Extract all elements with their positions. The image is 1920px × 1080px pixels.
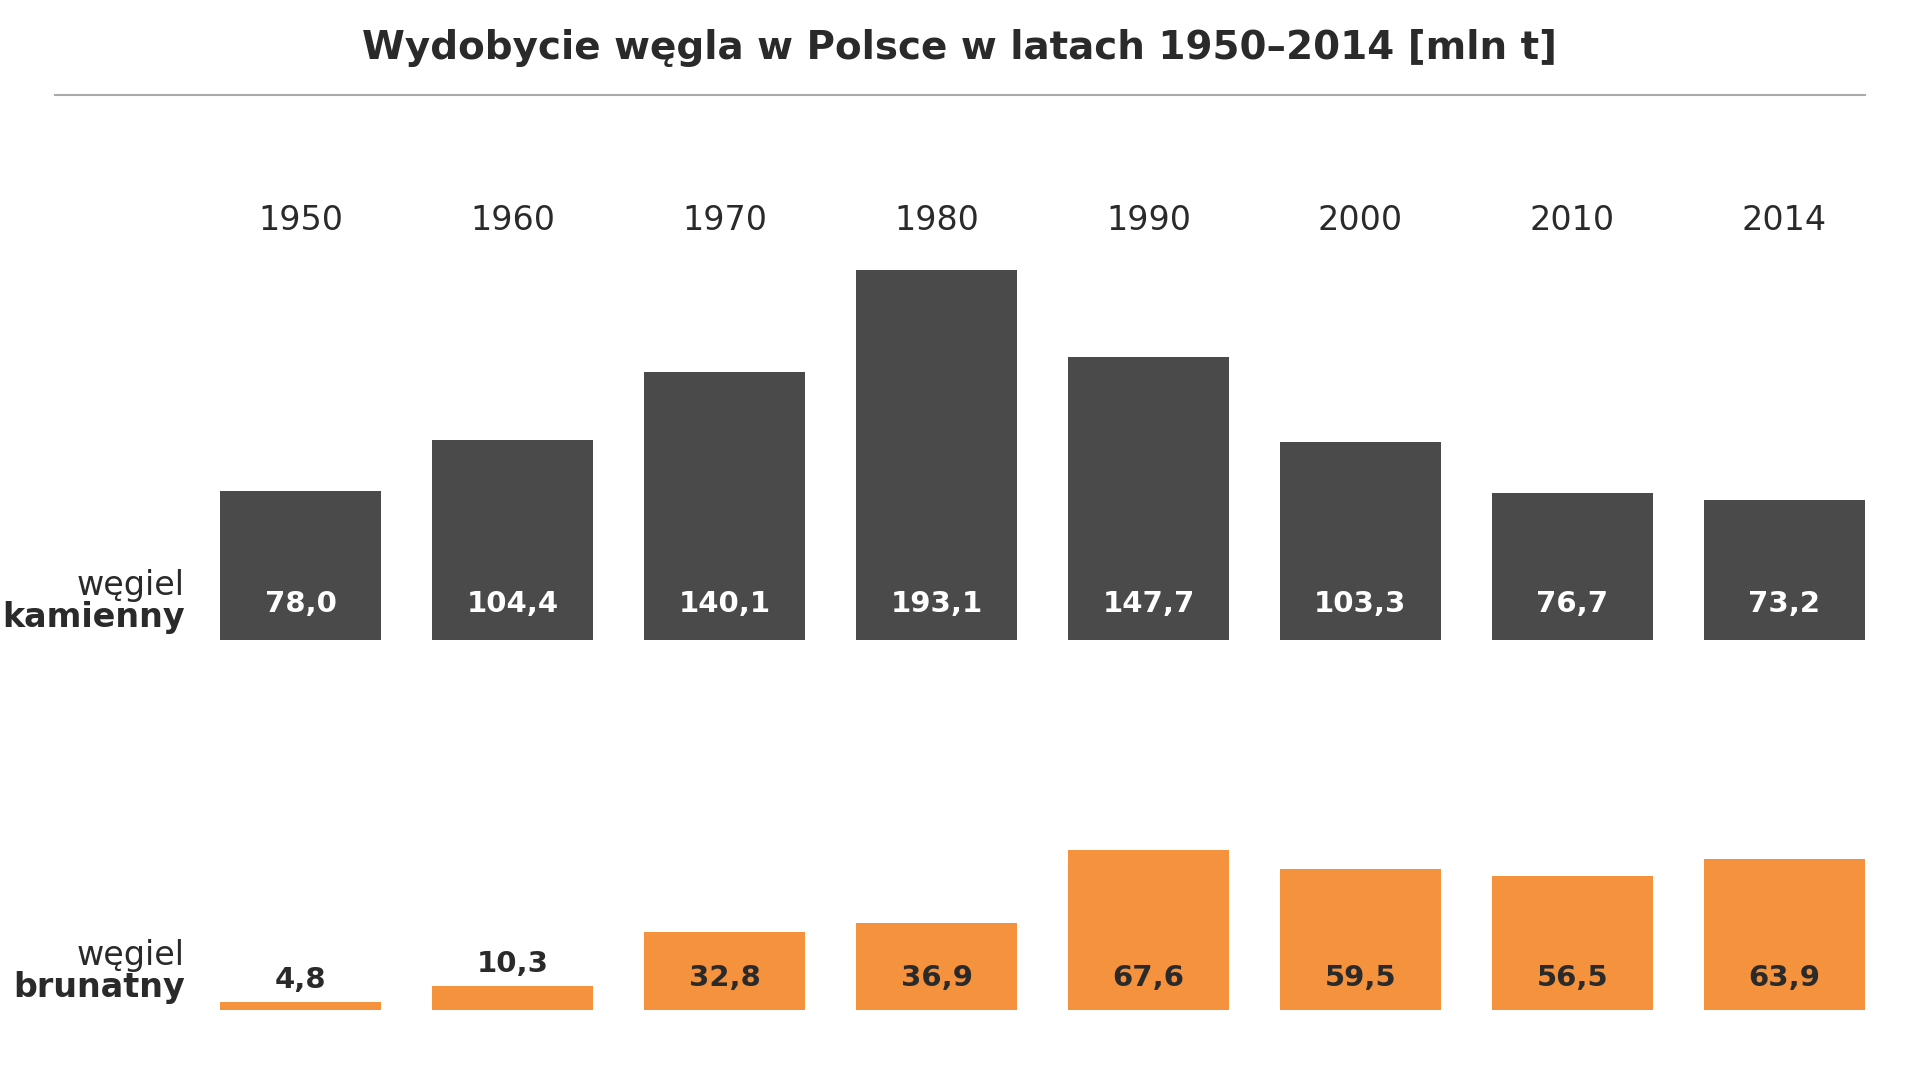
Text: 67,6: 67,6 xyxy=(1112,964,1185,993)
Text: 63,9: 63,9 xyxy=(1747,964,1820,993)
Bar xyxy=(1281,869,1440,1010)
Text: węgiel: węgiel xyxy=(77,568,184,602)
Text: 59,5: 59,5 xyxy=(1325,964,1396,993)
Text: 140,1: 140,1 xyxy=(678,590,770,618)
Text: 103,3: 103,3 xyxy=(1313,590,1407,618)
Bar xyxy=(645,372,804,640)
Text: węgiel: węgiel xyxy=(77,939,184,972)
Text: 56,5: 56,5 xyxy=(1536,964,1609,993)
Text: 32,8: 32,8 xyxy=(689,964,760,993)
Text: 1970: 1970 xyxy=(682,203,768,237)
Bar xyxy=(432,440,593,640)
Text: 78,0: 78,0 xyxy=(265,590,336,618)
Bar xyxy=(645,932,804,1010)
Text: 1990: 1990 xyxy=(1106,203,1190,237)
Text: kamienny: kamienny xyxy=(2,602,184,634)
Text: 36,9: 36,9 xyxy=(900,964,973,993)
Text: 193,1: 193,1 xyxy=(891,590,983,618)
Bar xyxy=(221,490,382,640)
Text: brunatny: brunatny xyxy=(13,972,184,1004)
Text: 104,4: 104,4 xyxy=(467,590,559,618)
Text: 4,8: 4,8 xyxy=(275,966,326,994)
Text: 1960: 1960 xyxy=(470,203,555,237)
Text: 2000: 2000 xyxy=(1317,203,1404,237)
Text: 2010: 2010 xyxy=(1530,203,1615,237)
Text: 10,3: 10,3 xyxy=(476,949,549,977)
Text: 1950: 1950 xyxy=(259,203,344,237)
Bar xyxy=(432,986,593,1010)
Text: 76,7: 76,7 xyxy=(1536,590,1609,618)
Text: 147,7: 147,7 xyxy=(1102,590,1194,618)
Bar xyxy=(221,1002,382,1010)
Text: 1980: 1980 xyxy=(895,203,979,237)
Bar xyxy=(1703,500,1864,640)
Text: 73,2: 73,2 xyxy=(1747,590,1820,618)
Bar xyxy=(1492,494,1653,640)
Text: 2014: 2014 xyxy=(1741,203,1826,237)
Bar xyxy=(1703,859,1864,1010)
Bar xyxy=(1281,442,1440,640)
Text: Wydobycie węgla w Polsce w latach 1950–2014 [mln t]: Wydobycie węgla w Polsce w latach 1950–2… xyxy=(363,29,1557,67)
Bar xyxy=(856,270,1018,640)
Bar xyxy=(1068,357,1229,640)
Bar xyxy=(1492,876,1653,1010)
Bar xyxy=(856,922,1018,1010)
Bar xyxy=(1068,850,1229,1010)
